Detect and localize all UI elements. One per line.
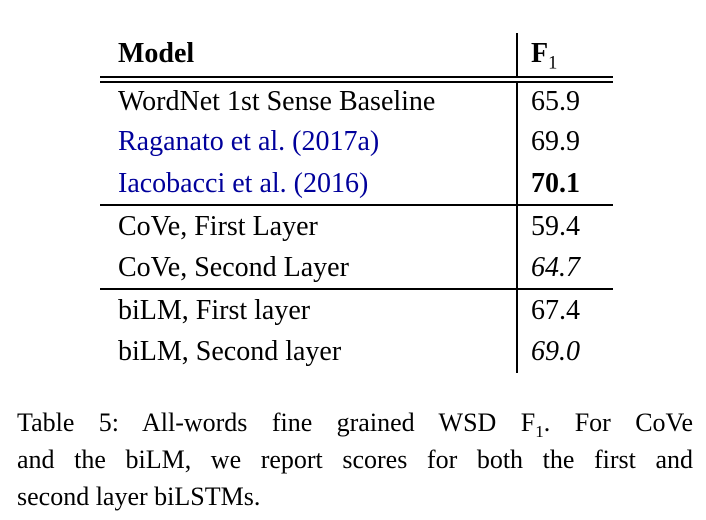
model-cell: WordNet 1st Sense Baseline — [118, 85, 436, 117]
table-header-row: Model F1 — [100, 33, 613, 83]
column-header-f1: F1 — [516, 33, 613, 83]
f1-header-subscript: 1 — [548, 52, 558, 73]
table-caption: Table 5: All-words fine grained WSD F1. … — [17, 404, 693, 515]
f1-header-base: F — [531, 38, 549, 70]
f1-cell: 64.7 — [516, 247, 613, 289]
caption-line-3: second layer biLSTMs. — [17, 482, 261, 511]
caption-line-1: Table 5: All-words fine grained WSD F1. … — [17, 404, 693, 441]
f1-cell: 70.1 — [516, 163, 613, 205]
table-row: WordNet 1st Sense Baseline 65.9 — [100, 79, 613, 121]
model-cell: biLM, Second layer — [118, 336, 342, 367]
table-row: Iacobacci et al. (2016) 70.1 — [100, 163, 613, 205]
column-header-model: Model — [100, 33, 517, 83]
table-row: Raganato et al. (2017a) 69.9 — [100, 121, 613, 163]
caption-f1-subscript: 1 — [535, 422, 544, 442]
f1-cell: 65.9 — [516, 79, 613, 121]
caption-text: . For CoVe — [543, 408, 693, 437]
paper-figure-page: Model F1 WordNet 1st Sense Baseline 65.9… — [0, 33, 706, 520]
f1-cell: 69.0 — [516, 331, 613, 373]
caption-text: Table 5: All-words fine grained WSD F — [17, 408, 536, 437]
f1-cell: 69.9 — [516, 121, 613, 163]
citation-link[interactable]: Raganato et al. (2017a) — [118, 126, 380, 157]
caption-line-2: and the biLM, we report scores for both … — [17, 445, 693, 474]
model-cell: CoVe, Second Layer — [118, 251, 349, 283]
model-cell: biLM, First layer — [100, 288, 517, 331]
table-row: biLM, Second layer 69.0 — [100, 331, 613, 373]
f1-cell: 67.4 — [516, 288, 613, 331]
results-table: Model F1 WordNet 1st Sense Baseline 65.9… — [100, 33, 613, 373]
model-cell: CoVe, First Layer — [100, 204, 517, 247]
table-row: biLM, First layer 67.4 — [100, 288, 613, 331]
citation-link[interactable]: Iacobacci et al. (2016) — [118, 167, 369, 199]
table-row: CoVe, First Layer 59.4 — [100, 204, 613, 247]
f1-cell: 59.4 — [516, 204, 613, 247]
table-row: CoVe, Second Layer 64.7 — [100, 247, 613, 289]
